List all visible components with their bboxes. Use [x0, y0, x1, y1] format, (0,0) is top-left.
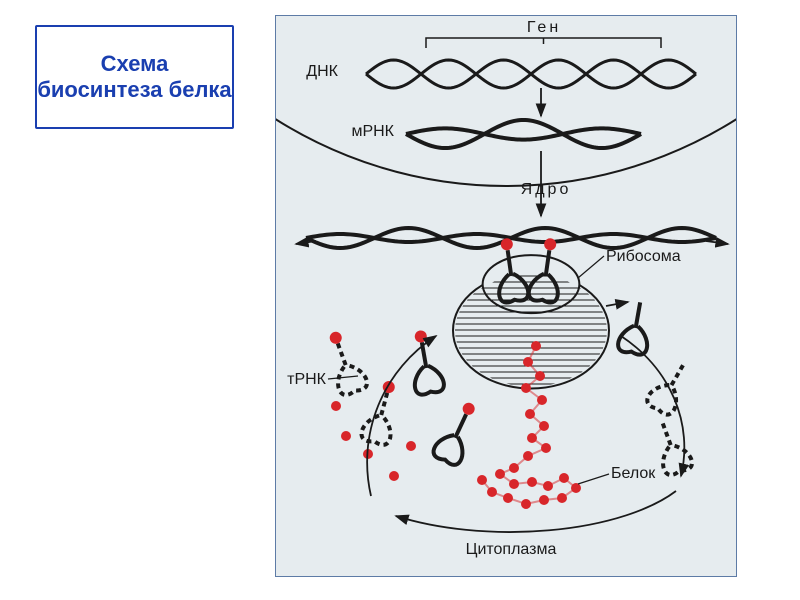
trna-shape [649, 418, 694, 477]
label-ribosome: Рибосома [606, 248, 681, 265]
label-mrna: мРНК [351, 123, 394, 140]
label-trna: тРНК [287, 371, 327, 388]
title-text: Схема биосинтеза белка [37, 51, 232, 104]
title-box: Схема биосинтеза белка [35, 25, 234, 129]
biosynthesis-diagram: Ген ДНК мРНК Ядро Рибосома тРНК Белок Цитоплазм… [275, 15, 737, 577]
diagram-svg: Ген ДНК мРНК Ядро Рибосома тРНК Белок Цитоплазм… [276, 16, 736, 576]
trna-shape [645, 358, 696, 417]
trna-shape [431, 397, 484, 467]
label-cytoplasm: Цитоплазма [466, 541, 557, 558]
label-protein: Белок [611, 465, 656, 482]
trna-shape [405, 328, 445, 396]
ribosome-shape [453, 255, 609, 388]
label-gene: Ген [527, 19, 561, 36]
trna-shape [320, 327, 369, 397]
label-nucleus: Ядро [521, 181, 572, 198]
label-dna: ДНК [306, 63, 338, 80]
